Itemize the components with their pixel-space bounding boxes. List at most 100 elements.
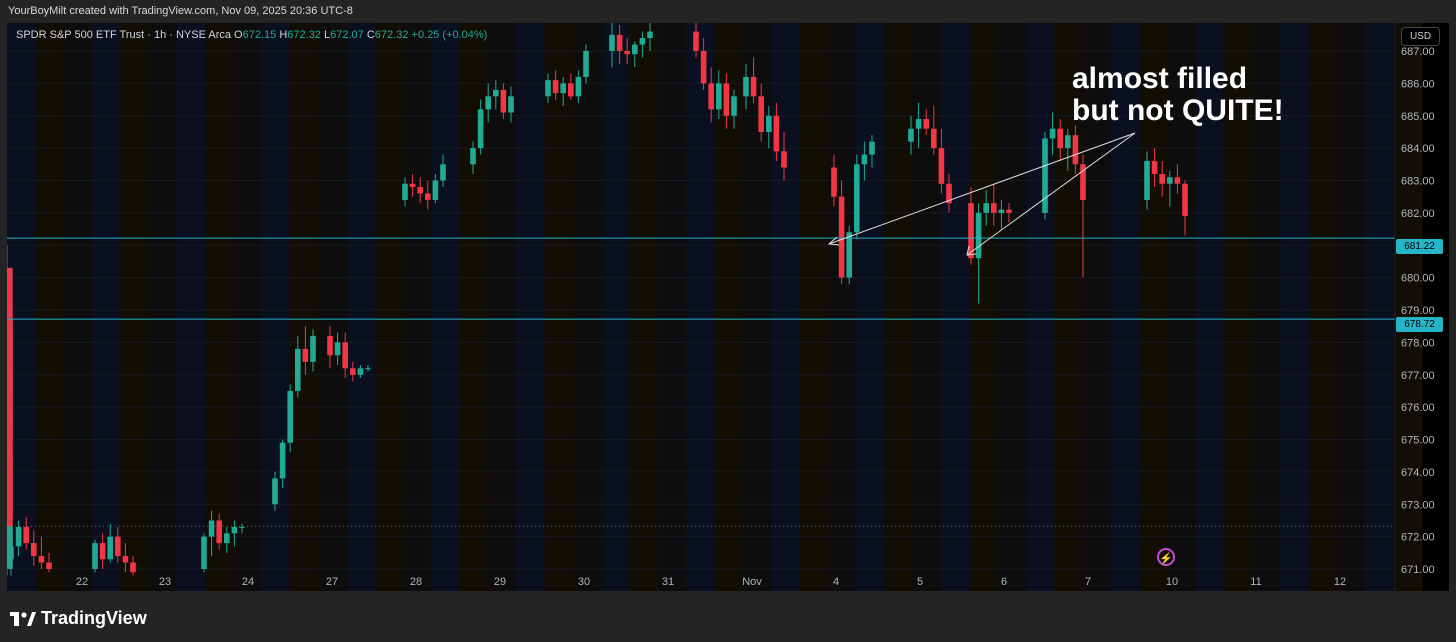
session-band [1167, 23, 1197, 591]
y-tick-label: 685.00 [1401, 111, 1435, 123]
candle-body [915, 118, 922, 129]
candle-body [130, 562, 136, 573]
candle-body [31, 543, 37, 557]
candle-body [470, 148, 476, 165]
currency-button[interactable]: USD [1401, 27, 1440, 46]
x-tick-label: 27 [326, 576, 338, 588]
session-band [91, 23, 121, 591]
session-band [771, 23, 800, 591]
candle-body [334, 342, 341, 356]
low-label: L [324, 29, 331, 41]
y-tick-label: 671.00 [1401, 564, 1435, 576]
annotation-text: almost filled but not QUITE! [1072, 63, 1284, 127]
candle-body [991, 203, 997, 213]
annotation-arrow-2 [966, 132, 1136, 256]
candle-body [365, 368, 371, 370]
candle-body [854, 164, 860, 233]
session-band [120, 23, 149, 591]
y-tick-label: 682.00 [1401, 208, 1435, 220]
y-tick-label: 679.00 [1401, 305, 1435, 317]
high-value: 672.32 [287, 29, 321, 41]
x-tick-label: 29 [494, 576, 506, 588]
candle-body [693, 31, 699, 51]
candle-body [609, 34, 615, 51]
candle-body [201, 536, 207, 569]
candle-body [279, 442, 286, 479]
candle-body [287, 390, 293, 443]
y-tick-label: 676.00 [1401, 402, 1435, 414]
candle-body [639, 38, 646, 45]
x-tick-label: 7 [1085, 576, 1091, 588]
candle-body [1144, 161, 1150, 200]
candle-body [417, 186, 423, 194]
session-band [1082, 23, 1112, 591]
candle-body [440, 164, 446, 181]
candle-body [327, 335, 333, 356]
brand[interactable]: TradingView [10, 608, 147, 629]
candle-body [983, 203, 989, 213]
candle-body [7, 322, 13, 472]
x-tick-label: 24 [242, 576, 254, 588]
session-band [601, 23, 631, 591]
candlestick-chart[interactable]: 687.00 686.00 685.00 684.00 683.00 682.00 681.… [7, 23, 1449, 591]
candle-body [1174, 177, 1181, 184]
credit-text: YourBoyMilt created with TradingView.com… [8, 5, 353, 17]
candle-body [302, 348, 309, 362]
candle-body [402, 183, 408, 200]
bottom-brand-bar: TradingView [0, 591, 1456, 642]
candle-body [7, 565, 13, 569]
candle-body [1057, 128, 1063, 149]
candle-body [647, 31, 653, 39]
candle-body [831, 167, 837, 197]
candle-body [545, 80, 551, 97]
candle-body [46, 562, 52, 569]
price-tag-upper: 681.22 [1396, 239, 1443, 254]
close-label: C [366, 29, 375, 41]
candle-body [560, 83, 566, 94]
lightning-bolt-icon[interactable]: ⚡ [1157, 548, 1175, 566]
candle-body [23, 526, 29, 544]
session-band [912, 23, 942, 591]
session-band [374, 23, 404, 591]
session-band [827, 23, 857, 591]
candle-body [350, 368, 356, 375]
candle-body [750, 76, 757, 97]
annotation-arrowhead-2 [966, 245, 977, 256]
candle-body [500, 89, 507, 113]
session-band [657, 23, 687, 591]
x-tick-label: 10 [1166, 576, 1178, 588]
candle-body [99, 543, 106, 560]
candle-body [1049, 128, 1056, 139]
session-band [940, 23, 970, 591]
candle-body [773, 115, 780, 152]
candle-body [632, 44, 638, 55]
chart-area[interactable]: 687.00 686.00 685.00 684.00 683.00 682.00 681.… [7, 23, 1449, 591]
candle-body [708, 83, 714, 110]
y-tick-label: 672.00 [1401, 532, 1435, 544]
candle-body [485, 96, 491, 110]
session-band [261, 23, 291, 591]
session-band [544, 23, 574, 591]
candle-body [838, 196, 845, 278]
candle-body [38, 556, 45, 563]
y-tick-label: 677.00 [1401, 370, 1435, 382]
session-band [799, 23, 829, 591]
candle-body [231, 526, 238, 534]
candle-body [1167, 177, 1173, 184]
x-tick-label: 4 [833, 576, 839, 588]
session-band [148, 23, 178, 591]
candle-body [1042, 138, 1048, 213]
session-band [233, 23, 263, 591]
session-band [176, 23, 206, 591]
y-tick-label: 680.00 [1401, 273, 1435, 285]
top-credit-bar: YourBoyMilt created with TradingView.com… [0, 0, 1456, 23]
candle-body [975, 212, 982, 259]
session-band [459, 23, 489, 591]
tradingview-logo-icon [10, 611, 36, 626]
y-tick-label: 678.00 [1401, 337, 1435, 349]
session-band [884, 23, 914, 591]
candle-body [1151, 161, 1158, 175]
candle-body [923, 118, 929, 129]
symbol-legend: SPDR S&P 500 ETF Trust · 1h · NYSE Arca … [16, 29, 487, 41]
candle-body [1159, 174, 1165, 184]
